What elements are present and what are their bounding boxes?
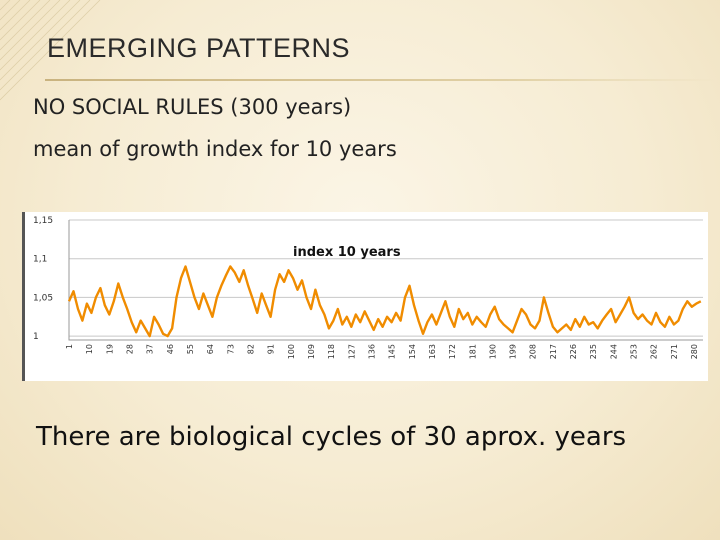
grid-lines (68, 219, 703, 341)
x-tick-label: 226 (569, 344, 578, 359)
x-tick-label: 1 (65, 344, 74, 349)
y-tick-label: 1,1 (33, 255, 47, 265)
caption-text: There are biological cycles of 30 aprox.… (36, 422, 627, 452)
x-tick-label: 190 (488, 344, 497, 359)
x-tick-label: 235 (589, 344, 598, 359)
chart-title: index 10 years (293, 245, 401, 260)
x-axis-ticks: 1 10 19 28 37 46 55 64 73 82 91 100 109 118 127 136 145 1… (65, 344, 699, 359)
subtitle-line-1: NO SOCIAL RULES (300 years) (33, 95, 352, 119)
x-tick-label: 82 (246, 344, 255, 354)
series-line-0 (67, 265, 702, 338)
x-tick-label: 73 (226, 344, 235, 354)
x-tick-label: 100 (287, 344, 296, 359)
x-tick-label: 280 (690, 344, 699, 359)
x-tick-label: 19 (105, 344, 114, 354)
x-tick-label: 181 (468, 344, 477, 359)
series-layer (67, 265, 702, 338)
x-tick-label: 253 (630, 344, 639, 359)
x-tick-label: 271 (670, 344, 679, 359)
y-tick-label: 1,15 (33, 216, 53, 226)
x-tick-label: 46 (166, 344, 175, 354)
x-tick-label: 199 (509, 344, 518, 359)
x-tick-label: 55 (186, 344, 195, 354)
x-tick-label: 172 (448, 344, 457, 359)
x-tick-label: 217 (549, 344, 558, 359)
x-tick-label: 10 (85, 344, 94, 354)
line-chart: 1,15 1,1 1,05 1 1 10 19 28 37 46 55 64 73 82 91 100 109… (33, 216, 703, 359)
x-tick-label: 154 (408, 344, 417, 359)
x-tick-label: 262 (650, 344, 659, 359)
slide-title: EMERGING PATTERNS (47, 33, 351, 63)
subtitle-line-2: mean of growth index for 10 years (33, 137, 397, 161)
x-tick-label: 64 (206, 344, 215, 354)
x-tick-label: 109 (307, 344, 316, 359)
title-underline (45, 79, 715, 81)
x-tick-label: 28 (125, 344, 134, 354)
y-tick-label: 1,05 (33, 293, 53, 303)
corner-decoration (0, 0, 101, 101)
x-tick-label: 127 (347, 344, 356, 359)
x-tick-label: 91 (267, 344, 276, 354)
chart-panel: 1,15 1,1 1,05 1 1 10 19 28 37 46 55 64 73 82 91 100 109… (22, 212, 708, 381)
x-tick-label: 163 (428, 344, 437, 359)
x-tick-label: 118 (327, 344, 336, 359)
x-tick-label: 244 (609, 344, 618, 359)
x-tick-label: 208 (529, 344, 538, 359)
plot-frame (68, 220, 703, 341)
x-tick-label: 37 (146, 344, 155, 354)
y-axis-ticks: 1,15 1,1 1,05 1 (33, 216, 53, 342)
x-tick-label: 145 (388, 344, 397, 359)
y-tick-label: 1 (33, 332, 39, 342)
x-tick-label: 136 (367, 344, 376, 359)
